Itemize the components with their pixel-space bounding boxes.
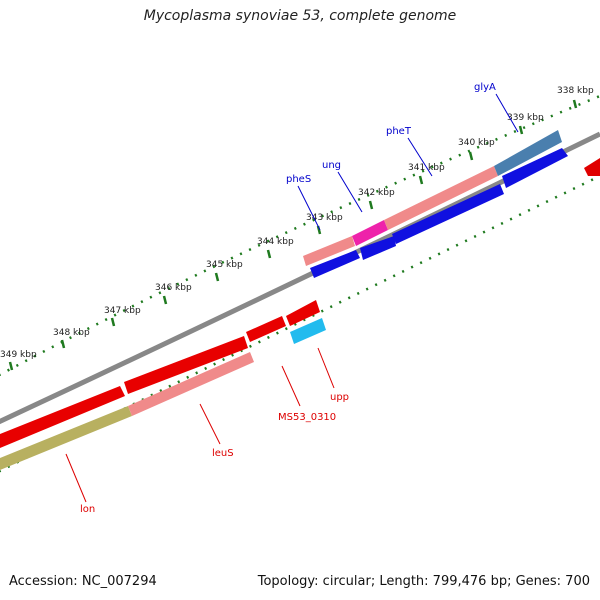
kbp-tick	[8, 361, 14, 371]
label-leaders	[65, 93, 519, 503]
gene-bar-leuS[interactable]	[128, 352, 254, 416]
gene-bar-lon[interactable]	[0, 406, 132, 470]
kbp-tick	[368, 200, 374, 210]
gene-label[interactable]: lon	[80, 504, 95, 515]
cds-arrow[interactable]	[360, 236, 396, 260]
accession-text: Accession: NC_007294	[9, 574, 157, 589]
kbp-tick	[162, 295, 168, 305]
gene-bar-pheS[interactable]	[303, 236, 355, 266]
reverse-cds-track	[0, 300, 320, 448]
kbp-tick	[110, 317, 116, 327]
kbp-tick	[468, 151, 474, 161]
cds-arrow[interactable]	[584, 158, 600, 176]
cds-arrow[interactable]	[246, 316, 286, 342]
reverse-gene-track	[0, 318, 326, 470]
gene-label[interactable]: upp	[330, 392, 349, 403]
gene-bar-pheT[interactable]	[384, 166, 498, 230]
genome-stats-text: Topology: circular; Length: 799,476 bp; …	[257, 574, 590, 589]
cds-arrow[interactable]	[0, 386, 125, 448]
gene-label[interactable]: leuS	[212, 448, 234, 459]
forward-cds-track	[310, 148, 600, 278]
gene-label[interactable]: pheT	[386, 126, 412, 137]
gene-labels: glyA pheT ung pheS upp MS53_0310 leuS lo…	[80, 82, 496, 515]
kbp-tick	[266, 249, 272, 259]
gene-label[interactable]: pheS	[286, 174, 311, 185]
kbp-label: 342 kbp	[358, 188, 395, 198]
kbp-label: 344 kbp	[257, 237, 294, 247]
gene-label[interactable]: MS53_0310	[278, 412, 336, 423]
cds-arrow[interactable]	[310, 250, 360, 278]
kbp-label: 345 kbp	[206, 260, 243, 270]
cds-arrow[interactable]	[124, 336, 248, 394]
kbp-label: 346 kbp	[155, 283, 192, 293]
kbp-label: 339 kbp	[507, 113, 544, 123]
cds-arrow[interactable]	[502, 148, 568, 188]
kbp-tick	[518, 125, 524, 135]
cds-arrow[interactable]	[392, 184, 504, 244]
kbp-label: 347 kbp	[104, 306, 141, 316]
gene-bar-upp[interactable]	[290, 318, 326, 344]
kbp-label: 338 kbp	[557, 86, 594, 96]
gene-bar-ung[interactable]	[352, 220, 388, 246]
cds-arrow[interactable]	[286, 300, 320, 326]
map-title: Mycoplasma synoviae 53, complete genome	[143, 8, 457, 24]
kbp-label: 349 kbp	[0, 350, 37, 360]
inner-tick-ring	[0, 174, 600, 473]
kbp-label: 340 kbp	[458, 138, 495, 148]
kbp-tick	[60, 339, 66, 349]
gene-bar-glyA[interactable]	[494, 130, 562, 176]
forward-gene-track	[303, 130, 562, 266]
kbp-label: 348 kbp	[53, 328, 90, 338]
kbp-tick	[572, 99, 578, 109]
kbp-tick	[418, 175, 424, 185]
gene-label[interactable]: ung	[322, 160, 341, 171]
gene-label[interactable]: glyA	[474, 82, 496, 93]
kbp-tick	[214, 272, 220, 282]
kbp-label: 343 kbp	[306, 213, 343, 223]
